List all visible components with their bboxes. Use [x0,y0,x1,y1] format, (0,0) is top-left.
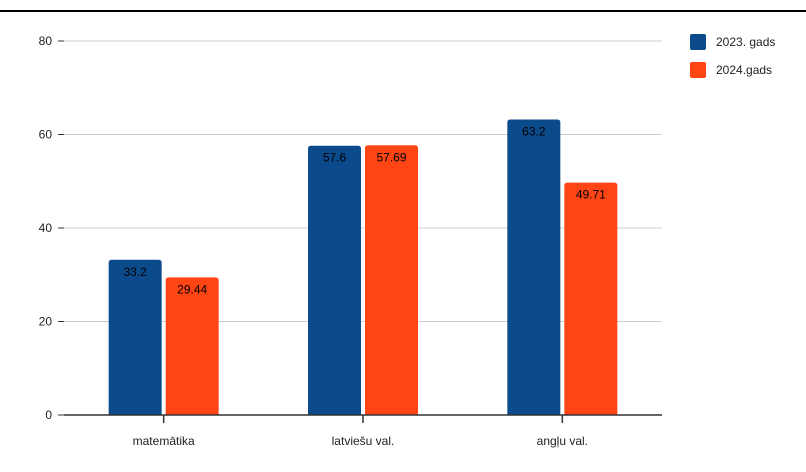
bar [308,145,361,415]
y-axis-ticks: 0 20 40 60 80 [39,34,64,422]
legend-swatch [690,34,706,50]
bar [108,259,162,415]
y-tick-label: 60 [39,128,53,142]
gridlines [64,40,662,322]
x-axis: matemātika latviešu val. angļu val. [64,414,662,448]
legend-label: 2024.gads [716,63,772,77]
y-tick-label: 80 [39,34,53,48]
top-divider [0,10,806,12]
legend-swatch [690,62,706,78]
x-tick-label: latviešu val. [332,434,395,448]
bar [365,145,418,415]
y-tick-label: 40 [39,221,53,235]
bar [507,119,561,415]
data-labels: 33.2 29.44 57.6 57.69 63.2 49.71 [123,125,606,297]
data-label: 57.6 [323,151,347,165]
y-tick-label: 20 [39,315,53,329]
y-tick-label: 0 [45,408,52,422]
data-label: 29.44 [177,282,207,296]
data-label: 57.69 [376,150,406,164]
data-label: 33.2 [123,265,147,279]
data-label: 49.71 [576,188,606,202]
x-tick-label: angļu val. [537,434,588,448]
legend: 2023. gads 2024.gads [690,34,775,78]
legend-label: 2023. gads [716,35,775,49]
data-label: 63.2 [522,125,546,139]
bars [108,119,618,415]
bar [165,277,219,415]
bar [564,182,618,415]
x-tick-label: matemātika [133,434,195,448]
